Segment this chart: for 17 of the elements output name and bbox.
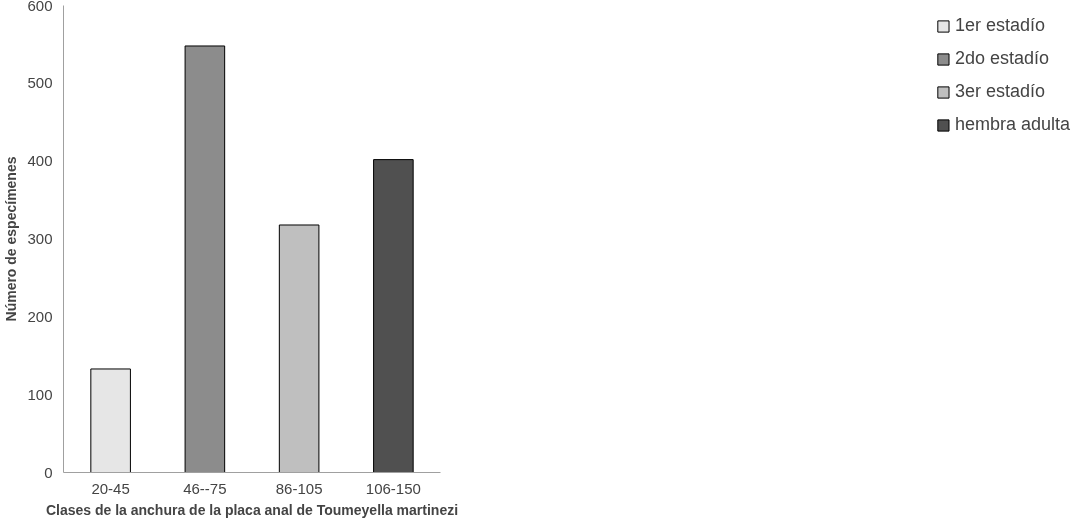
x-tick-label: 86-105 bbox=[275, 479, 323, 497]
legend-label: hembra adulta bbox=[954, 114, 1070, 135]
legend-label: 1er estadío bbox=[954, 15, 1045, 36]
y-tick-label: 0 bbox=[44, 463, 53, 481]
x-axis-title: Clases de la anchura de la placa anal de Toumeyella martinezi bbox=[45, 501, 459, 518]
y-tick-label: 500 bbox=[27, 74, 53, 92]
y-tick-label: 600 bbox=[27, 0, 53, 14]
y-tick-label: 100 bbox=[27, 385, 53, 403]
x-tick-label: 20-45 bbox=[91, 479, 130, 497]
y-tick-label: 300 bbox=[27, 230, 53, 247]
legend-label: 2do estadío bbox=[954, 48, 1049, 69]
legend-label: 3er estadío bbox=[954, 81, 1045, 102]
y-tick-label: 200 bbox=[27, 307, 53, 325]
y-tick-label: 400 bbox=[27, 152, 53, 170]
y-axis-title: Número de especímenes bbox=[3, 156, 20, 322]
x-tick-label: 106-150 bbox=[365, 479, 421, 497]
x-tick-label: 46--75 bbox=[183, 479, 227, 497]
